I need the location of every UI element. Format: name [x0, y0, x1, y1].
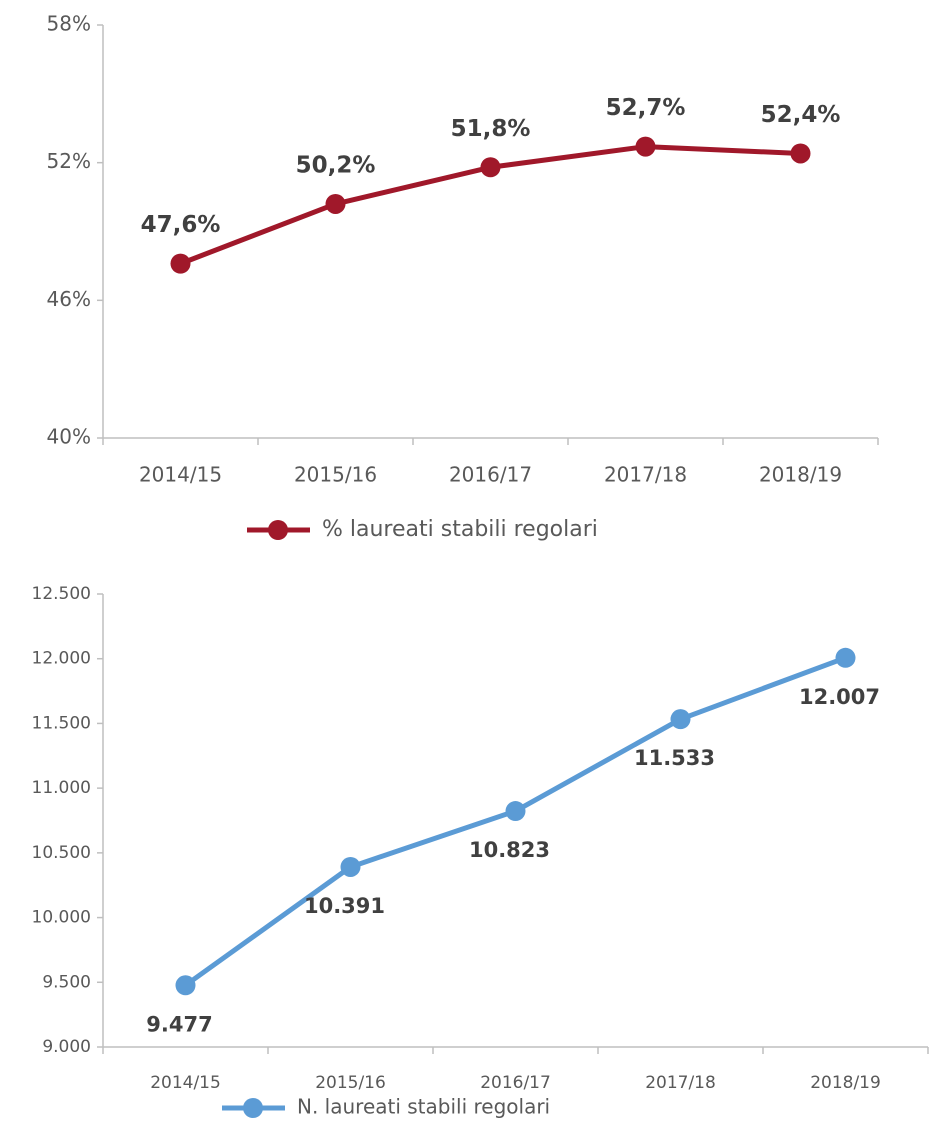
data-label: 50,2% [296, 152, 376, 178]
y-tick-label: 11.000 [32, 778, 91, 798]
y-tick-label: 46% [47, 287, 91, 311]
x-tick-label: 2014/15 [139, 463, 222, 487]
y-tick-label: 9.500 [42, 972, 91, 992]
legend-label: % laureati stabili regolari [322, 517, 598, 542]
marker [325, 193, 346, 214]
marker [790, 143, 811, 164]
x-tick-label: 2017/18 [645, 1073, 716, 1093]
y-tick-label: 10.000 [32, 908, 91, 928]
x-tick-label: 2016/17 [480, 1073, 551, 1093]
data-label: 52,4% [761, 102, 841, 128]
legend-label: N. laureati stabili regolari [297, 1095, 550, 1119]
y-tick-label: 11.500 [32, 713, 91, 733]
marker [505, 801, 526, 822]
line [184, 655, 847, 988]
y-tick-label: 12.500 [32, 584, 91, 604]
x-tick-label: 2017/18 [604, 463, 687, 487]
x-tick-label: 2015/16 [315, 1073, 386, 1093]
y-tick-label: 12.000 [32, 649, 91, 669]
data-label: 51,8% [451, 116, 531, 142]
marker [175, 975, 196, 996]
y-tick-label: 58% [47, 12, 91, 36]
marker [835, 647, 856, 668]
marker [480, 157, 501, 178]
data-label: 12.007 [799, 685, 880, 709]
marker [170, 253, 191, 274]
marker [670, 709, 691, 730]
x-tick-label: 2014/15 [150, 1073, 221, 1093]
y-tick-label: 10.500 [32, 843, 91, 863]
x-tick-label: 2018/19 [759, 463, 842, 487]
marker [635, 136, 656, 157]
y-tick-label: 40% [47, 425, 91, 449]
x-tick-label: 2018/19 [810, 1073, 881, 1093]
data-label: 52,7% [606, 95, 686, 121]
data-label: 9.477 [146, 1012, 212, 1036]
legend-marker [268, 520, 288, 540]
y-tick-label: 52% [47, 149, 91, 173]
y-tick-label: 9.000 [42, 1037, 91, 1057]
marker [340, 856, 361, 877]
x-tick-label: 2016/17 [449, 463, 532, 487]
legend-marker [243, 1098, 263, 1118]
x-tick-label: 2015/16 [294, 463, 377, 487]
data-label: 47,6% [141, 212, 221, 238]
data-label: 10.391 [304, 894, 385, 918]
data-label: 10.823 [469, 838, 550, 862]
data-label: 11.533 [634, 746, 715, 770]
